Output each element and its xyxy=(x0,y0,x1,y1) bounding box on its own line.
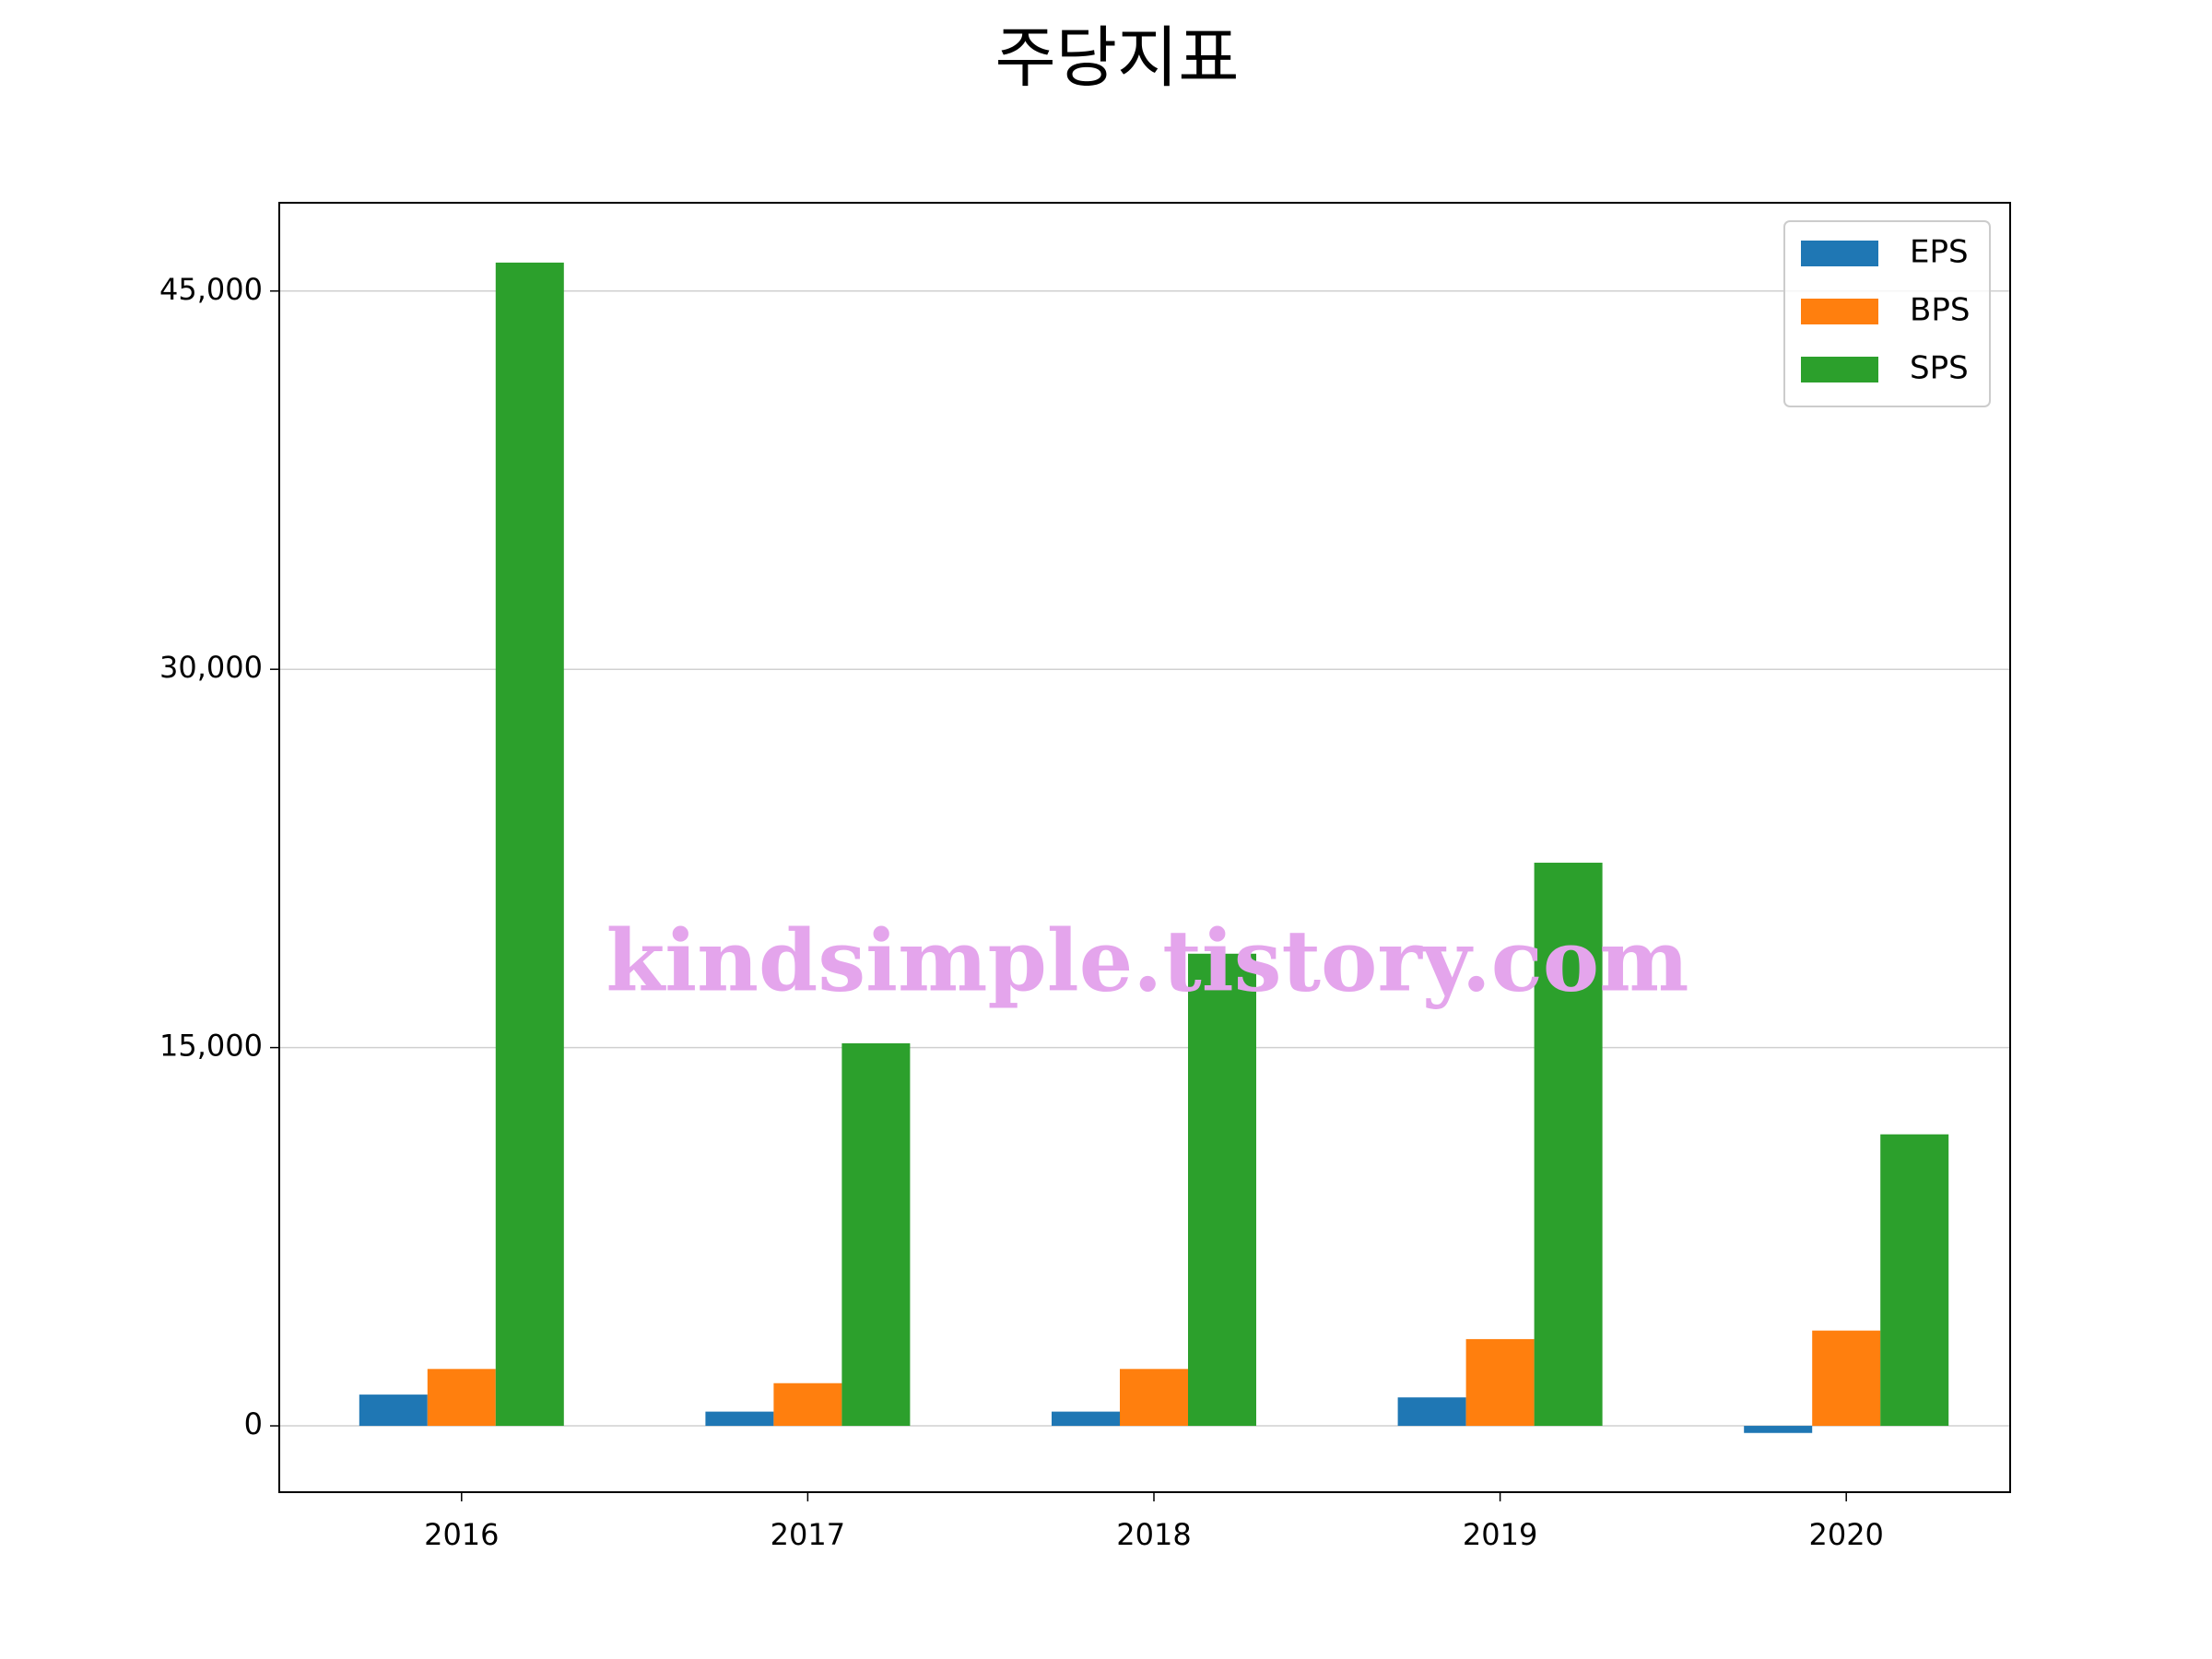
chart-title: 주당지표 xyxy=(995,19,1240,97)
legend-label: EPS xyxy=(1910,234,1969,271)
bar xyxy=(1397,1397,1466,1427)
legend-label: SPS xyxy=(1910,350,1969,387)
y-tick-label: 45,000 xyxy=(159,272,263,307)
bar xyxy=(1120,1369,1188,1427)
bar xyxy=(1880,1134,1949,1427)
bar xyxy=(495,262,564,1427)
legend-swatch xyxy=(1801,357,1878,382)
legend-swatch xyxy=(1801,241,1878,266)
bar xyxy=(1812,1330,1881,1427)
x-tick-label: 2020 xyxy=(1808,1517,1883,1552)
watermark: kindsimple.tistory.com xyxy=(606,912,1688,1011)
bar xyxy=(427,1369,496,1427)
bar xyxy=(773,1382,842,1427)
bar xyxy=(359,1394,428,1427)
bar xyxy=(1744,1426,1813,1433)
x-tick-label: 2016 xyxy=(424,1517,499,1552)
x-tick-label: 2019 xyxy=(1463,1517,1537,1552)
x-tick-label: 2018 xyxy=(1116,1517,1191,1552)
y-tick-label: 30,000 xyxy=(159,650,263,685)
bar xyxy=(1052,1411,1120,1427)
bar xyxy=(705,1411,774,1427)
bar xyxy=(1534,863,1603,1427)
bar xyxy=(1465,1338,1535,1427)
bar xyxy=(1188,953,1256,1427)
plot-frame xyxy=(278,202,2011,1493)
bar xyxy=(841,1042,911,1427)
y-tick-label: 0 xyxy=(244,1406,263,1441)
legend-label: BPS xyxy=(1910,292,1970,329)
x-tick-label: 2017 xyxy=(771,1517,845,1552)
y-tick-label: 15,000 xyxy=(159,1029,263,1064)
legend-swatch xyxy=(1801,299,1878,324)
